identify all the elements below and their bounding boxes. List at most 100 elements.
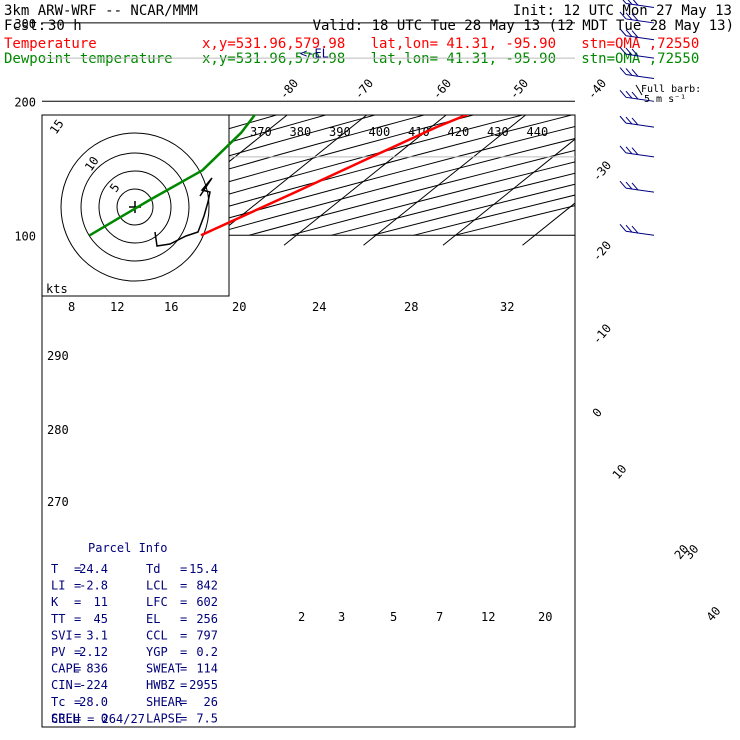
wind-barb-shaft <box>625 96 655 102</box>
wind-barb-feather <box>625 68 633 76</box>
parcel-info-cell: = <box>74 628 81 642</box>
parcel-info-cell: CCL <box>146 628 168 642</box>
parcel-info-cell: 7.5 <box>196 711 218 725</box>
parcel-info-cell: = <box>180 579 187 593</box>
dry-adiabat <box>454 205 575 236</box>
forecast-label: Fcst: <box>4 18 47 34</box>
isotherm-line <box>602 0 740 245</box>
parcel-info-cell: = <box>180 662 187 676</box>
moist-adiabat <box>492 0 740 83</box>
dry-adiabat <box>207 138 575 236</box>
parcel-info-cell: 3.1 <box>86 628 108 642</box>
parcel-info-cell-motion: CELL = 264/27 <box>51 712 145 726</box>
moist-adiabat <box>529 0 740 101</box>
parcel-info-cell: CAPE <box>51 662 80 676</box>
isotherm-line <box>442 138 575 246</box>
wind-barb-feather <box>631 48 639 57</box>
parcel-info-cell: T <box>51 562 58 576</box>
hodograph-trace <box>154 177 213 247</box>
wind-barb-shaft <box>625 2 655 8</box>
theta-top-label: 430 <box>487 125 509 139</box>
hodograph-speed-label: 24 <box>312 300 326 314</box>
wind-barb-feather <box>619 223 627 232</box>
theta-top-label: 410 <box>408 125 430 139</box>
parcel-info-cell: LI <box>51 579 65 593</box>
parcel-info-cell: = <box>180 595 187 609</box>
barb-key-line1: Full barb: <box>641 84 701 95</box>
parcel-info-cell: 11 <box>94 595 108 609</box>
theta-top-label: 400 <box>369 125 391 139</box>
isotherm-line <box>283 115 447 246</box>
wind-barb-feather <box>625 146 633 155</box>
wind-barb <box>619 28 655 41</box>
wind-barb-feather <box>631 91 639 100</box>
parcel-info-cell: 114 <box>196 662 218 676</box>
dry-adiabat <box>289 161 575 236</box>
parcel-info-cell: 836 <box>86 662 108 676</box>
parcel-info-cell: = <box>74 695 81 709</box>
wind-barb <box>619 46 655 59</box>
parcel-info-cell: 256 <box>196 612 218 626</box>
wind-barb-shaft <box>625 74 655 80</box>
moist-adiabat <box>538 0 740 47</box>
wind-barb <box>619 115 655 128</box>
parcel-info-cell: Tc <box>51 695 65 709</box>
hodograph-ring <box>60 132 210 282</box>
wind-barb <box>619 67 655 80</box>
legend-dewpoint: Dewpoint temperature <box>4 51 173 67</box>
wind-barb-feather <box>631 182 639 191</box>
wind-barb <box>619 145 655 158</box>
parcel-info-cell: = <box>74 562 81 576</box>
parcel-info-cell: = <box>180 628 187 642</box>
parcel-info-cell: = <box>180 695 187 709</box>
mixing-ratio-label: 12 <box>481 610 495 624</box>
hodograph-speed-label: 12 <box>110 300 124 314</box>
temperature-profile <box>200 115 470 237</box>
parcel-info-cell: 2.12 <box>79 645 108 659</box>
parcel-info-cell: 0 <box>101 711 108 725</box>
parcel-info-cell: LFC <box>146 595 168 609</box>
isotherm-right-label: 0 <box>590 405 605 420</box>
model-title: 3km ARW-WRF -- NCAR/MMM <box>4 3 198 19</box>
hodograph-ring <box>116 188 154 226</box>
parcel-info-cell: = <box>74 612 81 626</box>
wind-barb-feather <box>625 29 633 37</box>
wind-barb-shaft <box>625 152 655 158</box>
theta-top-label: 370 <box>250 125 272 139</box>
parcel-info-cell: YGP <box>146 645 168 659</box>
isotherm-top-label: -60 <box>430 76 455 102</box>
wind-barb <box>619 223 655 236</box>
isotherm-top-label: -80 <box>277 76 302 102</box>
wind-barb-feather <box>632 0 639 6</box>
parcel-info-cell: = <box>180 678 187 692</box>
wind-barb-shaft <box>625 122 655 128</box>
hodograph-speed-label: 32 <box>500 300 514 314</box>
parcel-info-cell: 26 <box>204 695 218 709</box>
hodograph-speed-label: 16 <box>164 300 178 314</box>
wind-barb <box>619 11 655 24</box>
wind-barb-feather <box>619 11 627 20</box>
level-label-el: <-EL <box>300 47 329 61</box>
parcel-info-cell: Td <box>146 562 160 576</box>
wind-barb-feather <box>625 181 633 190</box>
hodograph-ring-label: 10 <box>82 154 102 174</box>
parcel-info-cell: = <box>180 612 187 626</box>
parcel-info-cell: 602 <box>196 595 218 609</box>
wind-barb-feather <box>625 224 633 233</box>
parcel-info-cell: CIN <box>51 678 73 692</box>
parcel-info-cell: EL <box>146 612 160 626</box>
parcel-info-cell: = <box>74 645 81 659</box>
isotherm-line <box>363 115 527 246</box>
parcel-info-cell: LCL <box>146 579 168 593</box>
wind-barb-feather <box>619 180 627 189</box>
dry-adiabat <box>331 172 575 236</box>
barb-key-line2: 5 m s⁻¹ <box>644 94 686 105</box>
hodograph-speed-label: 28 <box>404 300 418 314</box>
parcel-info-cell: SWEAT <box>146 662 182 676</box>
wind-barb-feather <box>631 225 639 234</box>
legend-dewpoint-info: x,y=531.96,579.98 lat,lon= 41.31, -95.90… <box>202 51 700 67</box>
parcel-info-cell: SHEAR <box>146 695 183 709</box>
parcel-info-cell: 28.0 <box>79 695 108 709</box>
hodograph-ring-label: 15 <box>47 117 67 137</box>
